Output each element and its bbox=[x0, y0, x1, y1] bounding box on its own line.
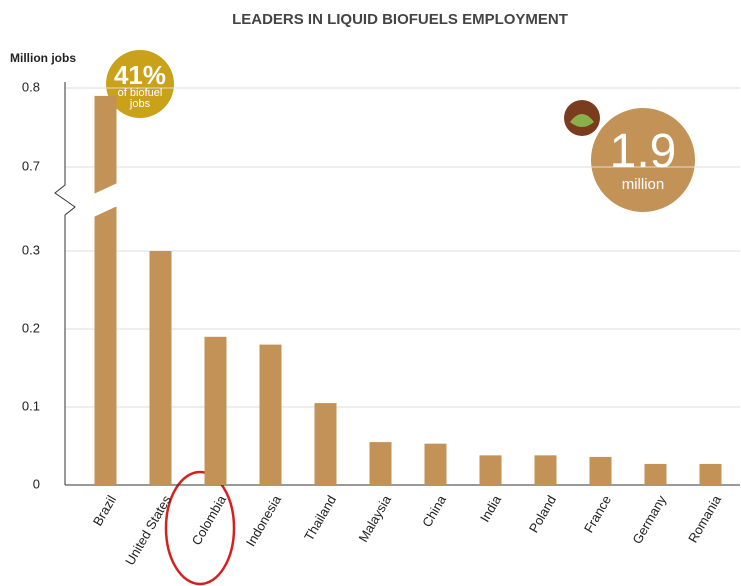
y-tick-label: 0.1 bbox=[22, 398, 40, 413]
x-tick-label: Poland bbox=[526, 493, 559, 536]
chart-title: LEADERS IN LIQUID BIOFUELS EMPLOYMENT bbox=[232, 11, 568, 28]
bar bbox=[205, 337, 227, 485]
bar bbox=[700, 464, 722, 485]
x-tick-label: Indonesia bbox=[243, 492, 285, 549]
x-tick-label: Germany bbox=[629, 492, 669, 546]
bar bbox=[370, 442, 392, 485]
page: LEADERS IN LIQUID BIOFUELS EMPLOYMENT Mi… bbox=[0, 0, 741, 586]
share-value: 41% bbox=[106, 62, 174, 88]
y-tick-label: 0.7 bbox=[22, 158, 40, 173]
x-tick-label: India bbox=[477, 492, 504, 525]
share-text: of biofuel jobs bbox=[112, 88, 168, 110]
y-axis bbox=[55, 82, 75, 485]
total-value: 1.9 bbox=[591, 128, 695, 176]
y-tick-label: 0.3 bbox=[22, 242, 40, 257]
bar bbox=[645, 464, 667, 485]
bar bbox=[150, 251, 172, 485]
bar bbox=[95, 96, 117, 485]
y-tick-label: 0 bbox=[33, 476, 40, 491]
bar bbox=[315, 403, 337, 485]
x-tick-label: Thailand bbox=[301, 493, 339, 544]
y-axis-label: Million jobs bbox=[10, 51, 76, 65]
x-tick-label: Brazil bbox=[90, 493, 119, 529]
x-tick-label: Colombia bbox=[189, 492, 230, 548]
bar bbox=[425, 444, 447, 485]
bar bbox=[590, 457, 612, 485]
x-tick-label: Romania bbox=[685, 492, 724, 545]
bar bbox=[260, 345, 282, 485]
x-tick-label: China bbox=[419, 492, 449, 530]
total-unit: million bbox=[591, 177, 695, 192]
x-tick-label: Malaysia bbox=[355, 492, 394, 545]
x-tick-label: France bbox=[581, 493, 614, 536]
y-tick-label: 0.8 bbox=[22, 79, 40, 94]
bar bbox=[535, 455, 557, 485]
bar bbox=[480, 455, 502, 485]
y-tick-label: 0.2 bbox=[22, 320, 40, 335]
